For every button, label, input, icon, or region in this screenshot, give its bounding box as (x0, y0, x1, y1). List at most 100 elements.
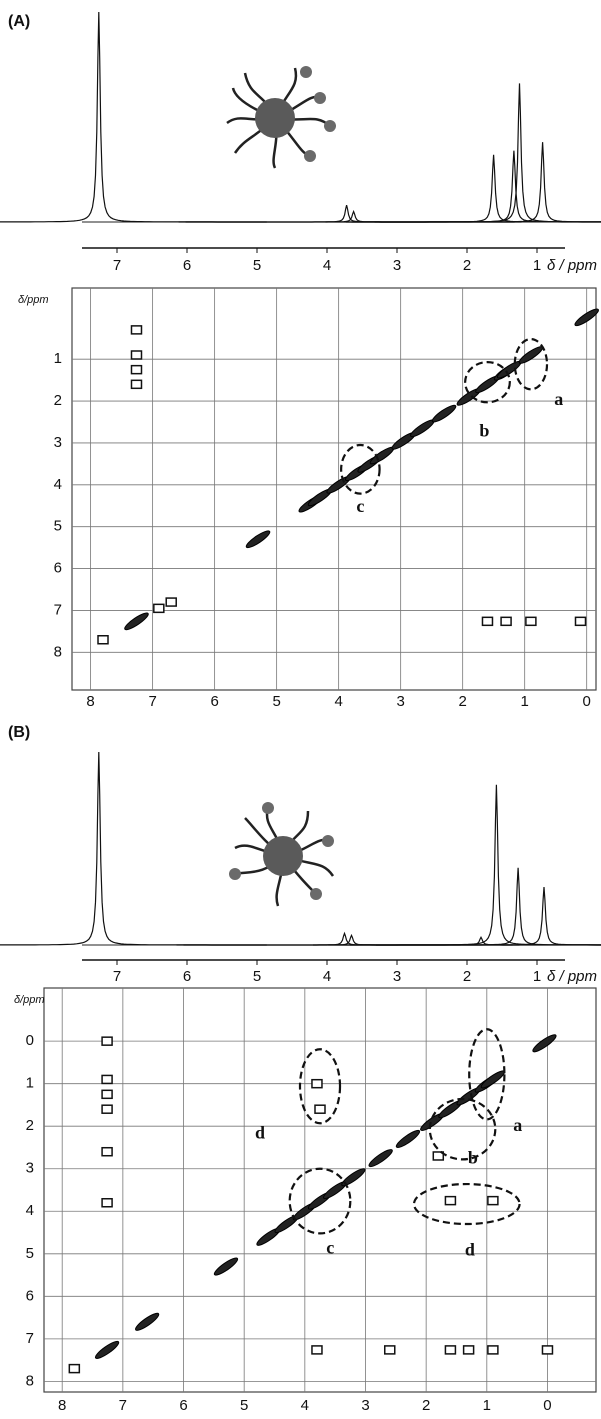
diagonal-peak (518, 346, 544, 364)
y-tick-label: 6 (26, 1287, 34, 1304)
highlight-ellipse (428, 1097, 497, 1161)
cross-peak (574, 616, 587, 627)
peak (328, 784, 601, 946)
x-tick-label: 7 (119, 1397, 127, 1414)
panel-label: (A) (8, 13, 30, 30)
x-tick-label: 6 (183, 968, 191, 985)
cross-peak (384, 1345, 396, 1355)
cross-peak (130, 350, 143, 360)
peak (176, 931, 513, 946)
cross-peak (101, 1198, 113, 1208)
peak (0, 751, 267, 946)
cross-peak (68, 1363, 81, 1374)
cross-peak (311, 1078, 323, 1089)
x-tick-label: 5 (272, 693, 280, 710)
y-tick-label: 2 (26, 1117, 34, 1134)
cross-peak (432, 1151, 445, 1161)
panel-label: (B) (8, 724, 30, 741)
diagonal-peak (341, 1168, 366, 1187)
diagonal-peak (395, 1129, 421, 1149)
x-tick-label: 3 (393, 968, 401, 985)
x-tick-label: 2 (422, 1397, 430, 1414)
y-tick-label: 6 (54, 560, 62, 577)
highlight-ellipse (298, 1048, 342, 1125)
y-tick-label: 4 (54, 476, 62, 493)
plot-frame (71, 287, 597, 691)
cross-peak (165, 597, 177, 607)
x-tick-label: 2 (463, 968, 471, 985)
annotation: c (356, 496, 364, 516)
diagonal-peak (532, 1034, 557, 1053)
x-tick-label: 6 (210, 693, 218, 710)
x-tick-label: 4 (301, 1397, 309, 1414)
peak (351, 83, 601, 223)
diagonal-peak (431, 404, 457, 423)
y-tick-label: 1 (54, 350, 62, 367)
highlight-ellipse (464, 361, 511, 404)
cross-peak (500, 616, 512, 627)
y-tick-label: 2 (54, 392, 62, 409)
y-tick-label: 3 (54, 434, 62, 451)
y-tick-label: 0 (26, 1032, 34, 1049)
diagonal-peak (213, 1257, 239, 1276)
y-axis-label: δ/ppm (18, 294, 49, 306)
cross-peak (487, 1345, 499, 1355)
x-tick-label: 2 (463, 257, 471, 274)
peak (178, 205, 515, 223)
cross-peak (130, 325, 143, 335)
y-axis-label: δ/ppm (14, 994, 45, 1006)
x-tick-label: 1 (521, 693, 529, 710)
cross-peak (444, 1195, 457, 1206)
y-tick-label: 7 (26, 1330, 34, 1347)
cross-peak (101, 1074, 113, 1085)
y-tick-label: 7 (54, 601, 62, 618)
cross-peak (97, 635, 109, 645)
peak (325, 154, 601, 223)
highlight-ellipse (340, 443, 381, 495)
peak (345, 150, 601, 223)
peak (0, 11, 267, 223)
x-tick-label: 8 (86, 693, 94, 710)
x-axis-label: δ / ppm (547, 257, 597, 274)
cross-peak (314, 1104, 326, 1114)
x-axis-label: δ / ppm (547, 968, 597, 985)
x-tick-label: 0 (583, 693, 591, 710)
annotation: a (513, 1115, 522, 1135)
x-tick-label: 1 (533, 257, 541, 274)
y-tick-label: 5 (26, 1245, 34, 1262)
cross-peak (481, 616, 494, 627)
peak (350, 867, 601, 946)
y-tick-label: 1 (26, 1075, 34, 1092)
x-tick-label: 6 (179, 1397, 187, 1414)
x-tick-label: 1 (483, 1397, 491, 1414)
cross-peak (525, 616, 537, 627)
annotation: b (468, 1148, 478, 1168)
x-tick-label: 7 (113, 968, 121, 985)
x-tick-label: 5 (253, 968, 261, 985)
highlight-ellipse (468, 1028, 506, 1121)
diagonal-peak (94, 1340, 120, 1359)
y-tick-label: 3 (26, 1160, 34, 1177)
x-tick-label: 2 (459, 693, 467, 710)
y-tick-label: 8 (54, 643, 62, 660)
x-tick-label: 6 (183, 257, 191, 274)
cross-peak (541, 1345, 554, 1355)
cross-peak (130, 379, 143, 390)
diagonal-peak (134, 1312, 160, 1331)
cross-peak (311, 1345, 323, 1355)
y-tick-label: 4 (26, 1202, 34, 1219)
x-tick-label: 5 (253, 257, 261, 274)
x-tick-label: 1 (533, 968, 541, 985)
annotation: b (479, 421, 489, 441)
x-tick-label: 3 (396, 693, 404, 710)
x-tick-label: 4 (323, 968, 331, 985)
cross-peak (462, 1345, 475, 1355)
annotation: c (326, 1238, 334, 1258)
diagonal-peak (574, 308, 599, 327)
annotation: d (255, 1122, 265, 1142)
peak (183, 933, 520, 946)
highlight-ellipse (288, 1167, 352, 1235)
highlight-ellipse (513, 337, 549, 391)
cross-peak (487, 1195, 499, 1206)
